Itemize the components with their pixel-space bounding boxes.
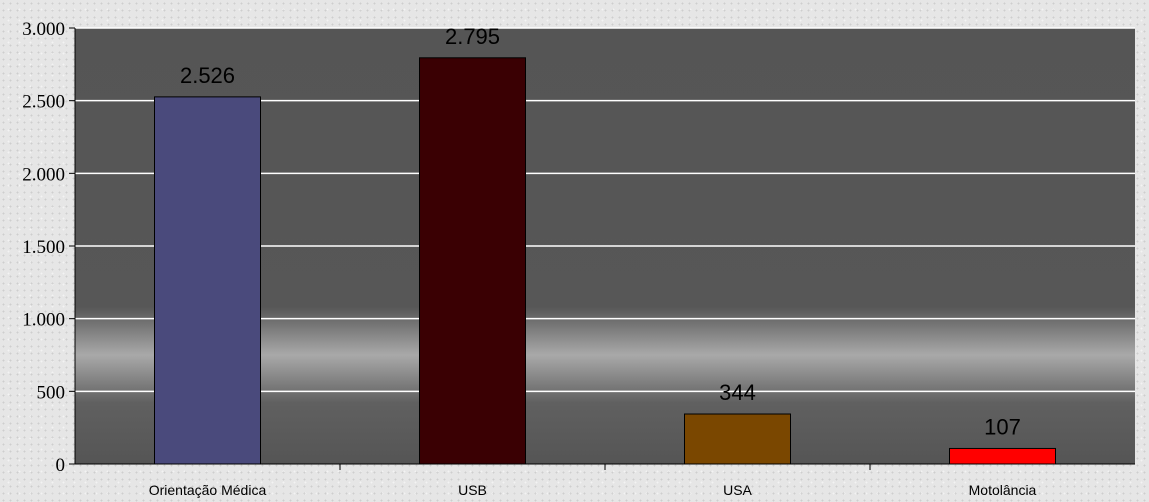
y-tick-label: 3.000 <box>22 19 65 40</box>
data-label: 107 <box>984 414 1021 439</box>
data-label: 2.795 <box>445 24 500 49</box>
y-tick-label: 1.500 <box>22 237 65 258</box>
bars <box>154 57 1056 465</box>
bar <box>684 413 791 465</box>
y-tick-label: 0 <box>56 455 66 476</box>
y-tick-label: 2.500 <box>22 92 65 113</box>
x-tick-label: Orientação Médica <box>149 482 267 498</box>
x-tick-label: USA <box>723 482 752 498</box>
x-axis: Orientação Médica USB USA Motolância <box>75 463 1135 498</box>
data-labels: 2.526 2.795 344 107 <box>180 24 1021 440</box>
bar <box>419 57 526 465</box>
y-tick-label: 500 <box>37 382 66 403</box>
x-tick-label: Motolância <box>969 482 1037 498</box>
bar <box>949 447 1056 465</box>
y-tick-label: 2.000 <box>22 164 65 185</box>
data-label: 2.526 <box>180 63 235 88</box>
data-label: 344 <box>719 380 756 405</box>
y-tick-label: 1.000 <box>22 310 65 331</box>
x-tick-label: USB <box>458 482 487 498</box>
bar <box>154 96 261 465</box>
y-axis: 0 500 1.000 1.500 2.000 2.500 3.000 <box>22 19 76 476</box>
